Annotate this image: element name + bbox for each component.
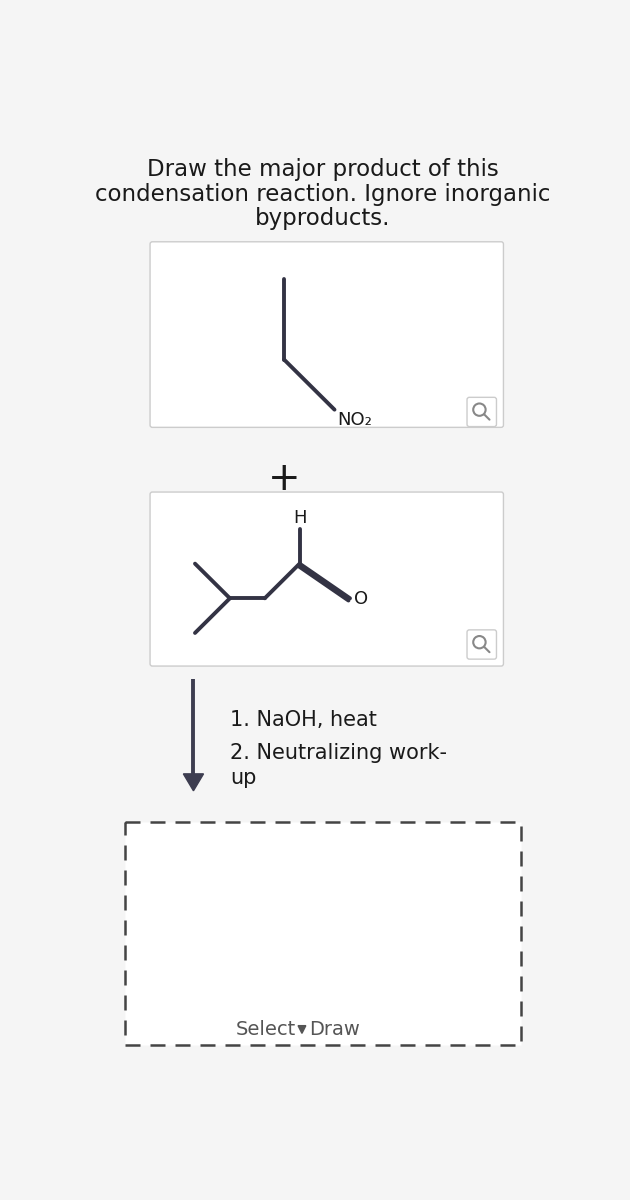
- Bar: [125, 822, 520, 1045]
- Polygon shape: [183, 774, 203, 791]
- Text: NO₂: NO₂: [337, 412, 372, 430]
- FancyBboxPatch shape: [150, 241, 503, 427]
- Text: H: H: [293, 509, 306, 527]
- Text: Draw the major product of this: Draw the major product of this: [147, 158, 499, 181]
- Text: 2. Neutralizing work-: 2. Neutralizing work-: [230, 743, 447, 763]
- FancyBboxPatch shape: [150, 492, 503, 666]
- Text: +: +: [268, 460, 301, 498]
- Text: 1. NaOH, heat: 1. NaOH, heat: [230, 710, 377, 730]
- FancyBboxPatch shape: [467, 397, 496, 426]
- Text: condensation reaction. Ignore inorganic: condensation reaction. Ignore inorganic: [95, 182, 551, 205]
- FancyBboxPatch shape: [467, 630, 496, 659]
- Text: Select: Select: [236, 1020, 295, 1039]
- Polygon shape: [298, 1026, 306, 1033]
- Text: up: up: [230, 768, 256, 787]
- Text: byproducts.: byproducts.: [255, 208, 391, 230]
- Text: O: O: [354, 590, 368, 608]
- Text: Draw: Draw: [309, 1020, 360, 1039]
